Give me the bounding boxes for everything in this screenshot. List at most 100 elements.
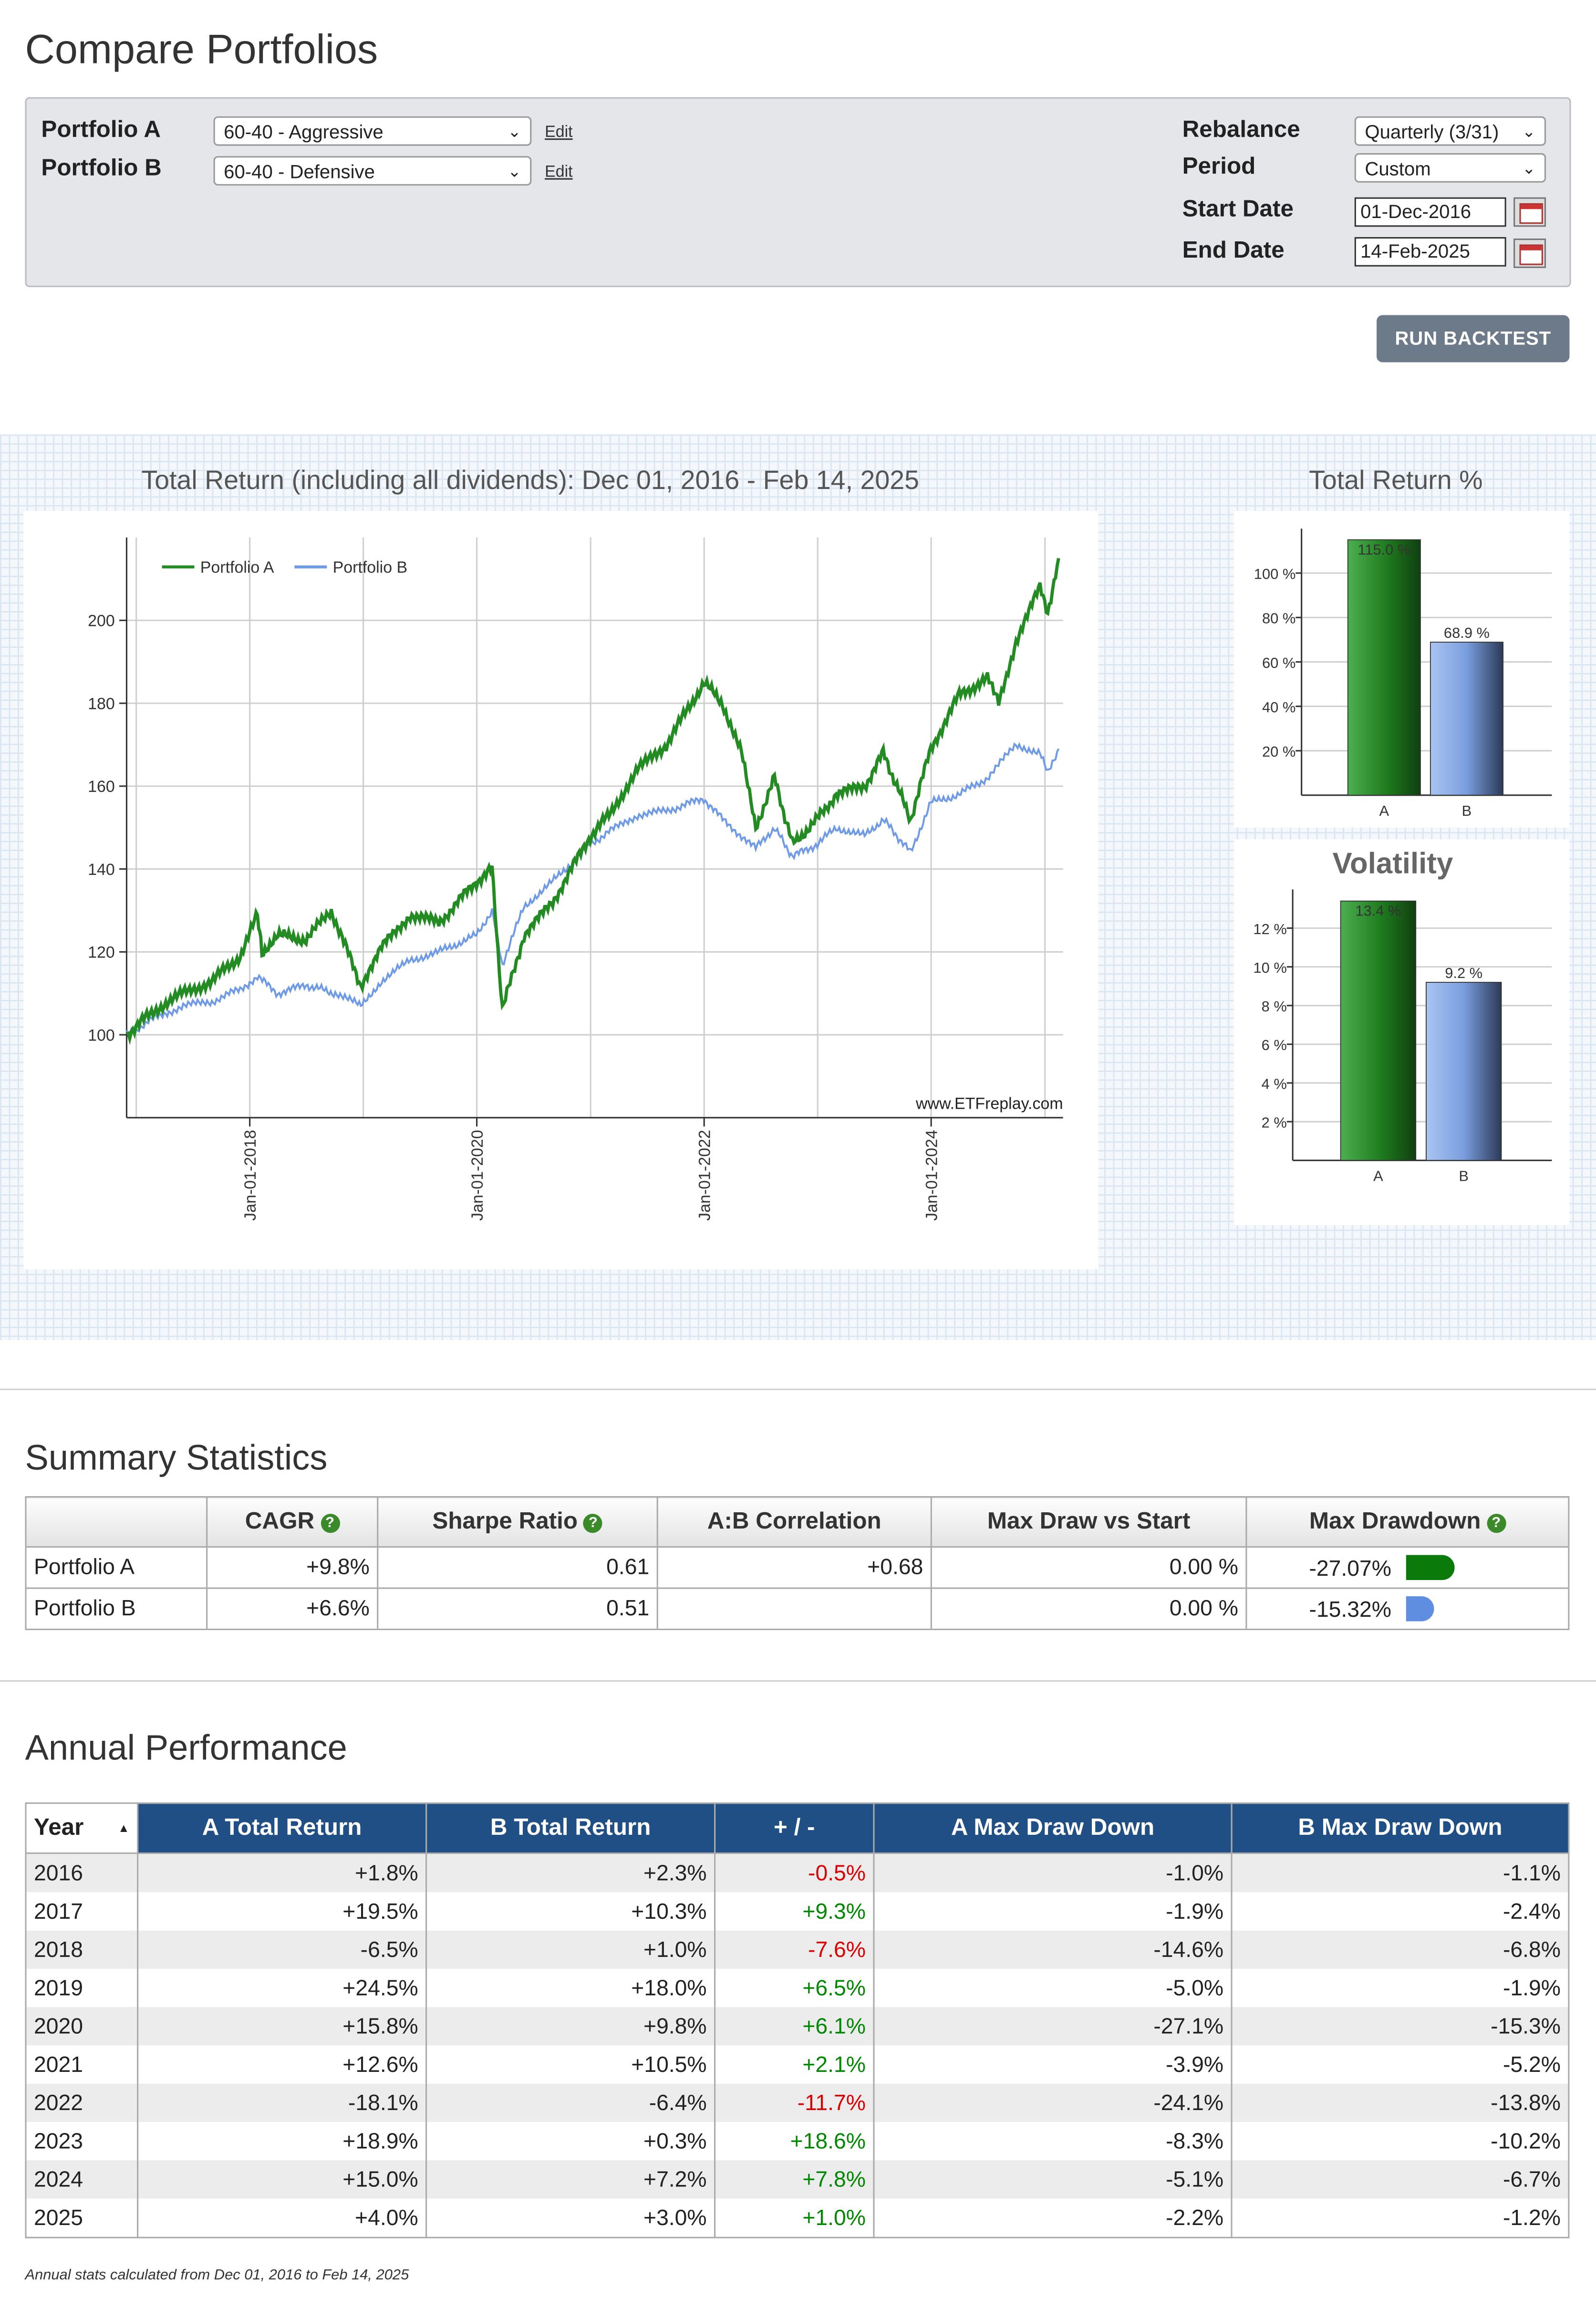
b-max-dd-cell: -5.2% — [1231, 2045, 1570, 2084]
diff-cell: +18.6% — [714, 2122, 875, 2161]
y-tick-label: 12 % — [1253, 921, 1286, 937]
diff-cell: +9.3% — [714, 1892, 875, 1931]
a-max-dd-cell: -2.2% — [873, 2198, 1233, 2238]
portfolio-b-value: 60-40 - Defensive — [224, 160, 375, 183]
a-total-return-cell: -18.1% — [137, 2083, 427, 2122]
year-cell: 2025 — [25, 2198, 139, 2238]
rebalance-select[interactable]: Quarterly (3/31) ⌄ — [1354, 116, 1546, 146]
drawdown-bar — [1406, 1554, 1455, 1580]
watermark: www.ETFreplay.com — [915, 1094, 1063, 1113]
b-total-return-cell: +2.3% — [425, 1853, 716, 1893]
annual-row: 2023 +18.9% +0.3% +18.6% -8.3% -10.2% — [25, 2122, 1570, 2161]
summary-row: Portfolio B +6.6% 0.51 0.00 % -15.32% — [25, 1587, 1570, 1630]
period-select[interactable]: Custom ⌄ — [1354, 153, 1546, 183]
a-total-return-cell: +1.8% — [137, 1853, 427, 1893]
a-total-return-cell: +4.0% — [137, 2198, 427, 2238]
bar-a — [1340, 900, 1417, 1161]
edit-portfolio-b-link[interactable]: Edit — [545, 163, 573, 181]
annual-header-a-total-return[interactable]: A Total Return — [137, 1802, 427, 1854]
correlation-value — [656, 1587, 932, 1630]
end-date-label: End Date — [1182, 239, 1285, 264]
b-max-dd-cell: -1.1% — [1231, 1853, 1570, 1893]
summary-header-cagr: CAGR? — [206, 1496, 379, 1548]
year-cell: 2024 — [25, 2160, 139, 2199]
max-draw-vs-start-value: 0.00 % — [930, 1587, 1247, 1630]
summary-title: Summary Statistics — [25, 1438, 328, 1479]
annual-row: 2024 +15.0% +7.2% +7.8% -5.1% -6.7% — [25, 2160, 1570, 2199]
x-category-label: A — [1373, 1168, 1383, 1185]
edit-portfolio-a-link[interactable]: Edit — [545, 124, 573, 142]
max-drawdown-value: -15.32% — [1309, 1597, 1391, 1622]
summary-header-correlation: A:B Correlation — [656, 1496, 932, 1548]
calendar-icon — [1519, 203, 1543, 224]
diff-cell: +6.5% — [714, 1968, 875, 2007]
annual-header-b-max-dd[interactable]: B Max Draw Down — [1231, 1802, 1570, 1854]
help-icon[interactable]: ? — [583, 1513, 603, 1532]
x-tick-label: Jan-01-2020 — [468, 1130, 487, 1221]
y-tick-label: 100 % — [1254, 566, 1296, 582]
a-max-dd-cell: -24.1% — [873, 2083, 1233, 2122]
bar-value-label: 115.0 % — [1358, 541, 1410, 558]
a-max-dd-cell: -1.0% — [873, 1853, 1233, 1893]
y-tick-label: 180 — [88, 695, 115, 713]
summary-header-sharpe: Sharpe Ratio? — [377, 1496, 658, 1548]
page-title: Compare Portfolios — [25, 26, 378, 73]
portfolio-a-label: Portfolio A — [41, 117, 161, 143]
portfolio-b-line — [125, 742, 1060, 1035]
annual-performance-table: Year ▲ A Total Return B Total Return + / … — [25, 1802, 1570, 2238]
b-total-return-cell: +7.2% — [425, 2160, 716, 2199]
annual-row: 2020 +15.8% +9.8% +6.1% -27.1% -15.3% — [25, 2007, 1570, 2046]
main-chart-title: Total Return (including all dividends): … — [141, 465, 920, 495]
legend-label: Portfolio B — [333, 559, 408, 577]
a-max-dd-cell: -27.1% — [873, 2007, 1233, 2046]
portfolio-b-select[interactable]: 60-40 - Defensive ⌄ — [213, 156, 532, 186]
volatility-bar-chart: 2 % 4 % 6 % 8 % 10 % 12 % 13.4 % A 9.2 % B — [1253, 889, 1552, 1185]
volatility-bar-container: Volatility 2 % 4 % 6 % 8 % 10 % 12 % 13.4 % A 9.… — [1233, 839, 1570, 1226]
y-tick-label: 8 % — [1262, 998, 1287, 1015]
rebalance-label: Rebalance — [1182, 117, 1300, 143]
year-cell: 2023 — [25, 2122, 139, 2161]
annual-header-a-max-dd[interactable]: A Max Draw Down — [873, 1802, 1233, 1854]
y-tick-label: 60 % — [1262, 655, 1295, 671]
end-date-calendar-button[interactable] — [1513, 239, 1546, 268]
run-backtest-button[interactable]: RUN BACKTEST — [1377, 315, 1570, 363]
diff-cell: -11.7% — [714, 2083, 875, 2122]
year-cell: 2022 — [25, 2083, 139, 2122]
x-tick-label: Jan-01-2018 — [241, 1130, 259, 1221]
annual-header-year[interactable]: Year ▲ — [25, 1802, 139, 1854]
b-total-return-cell: +3.0% — [425, 2198, 716, 2238]
portfolio-a-value: 60-40 - Aggressive — [224, 121, 383, 143]
calendar-icon — [1519, 244, 1543, 265]
start-date-input[interactable]: 01-Dec-2016 — [1354, 197, 1506, 227]
bar-value-label: 9.2 % — [1445, 965, 1482, 981]
portfolio-a-select[interactable]: 60-40 - Aggressive ⌄ — [213, 116, 532, 146]
annual-row: 2019 +24.5% +18.0% +6.5% -5.0% -1.9% — [25, 1968, 1570, 2007]
annual-header-b-total-return[interactable]: B Total Return — [425, 1802, 716, 1854]
x-category-label: B — [1462, 802, 1472, 819]
bar-value-label: 68.9 % — [1444, 624, 1490, 641]
period-value: Custom — [1365, 157, 1431, 180]
summary-table: CAGR? Sharpe Ratio? A:B Correlation Max … — [25, 1496, 1570, 1630]
diff-cell: +2.1% — [714, 2045, 875, 2084]
total-return-chart-title: Total Return % — [1309, 465, 1483, 495]
portfolio-name: Portfolio B — [25, 1587, 208, 1630]
sharpe-value: 0.61 — [377, 1546, 658, 1589]
b-total-return-cell: +18.0% — [425, 1968, 716, 2007]
b-max-dd-cell: -6.8% — [1231, 1930, 1570, 1969]
portfolio-b-label: Portfolio B — [41, 156, 162, 181]
y-tick-label: 140 — [88, 861, 115, 879]
y-tick-label: 2 % — [1262, 1114, 1287, 1131]
help-icon[interactable]: ? — [320, 1513, 340, 1532]
a-total-return-cell: +18.9% — [137, 2122, 427, 2161]
help-icon[interactable]: ? — [1486, 1513, 1506, 1532]
annual-row: 2018 -6.5% +1.0% -7.6% -14.6% -6.8% — [25, 1930, 1570, 1969]
year-cell: 2017 — [25, 1892, 139, 1931]
diff-cell: -7.6% — [714, 1930, 875, 1969]
start-date-calendar-button[interactable] — [1513, 197, 1546, 227]
b-max-dd-cell: -6.7% — [1231, 2160, 1570, 2199]
end-date-input[interactable]: 14-Feb-2025 — [1354, 237, 1506, 267]
year-cell: 2021 — [25, 2045, 139, 2084]
a-total-return-cell: -6.5% — [137, 1930, 427, 1969]
header-label: Max Drawdown — [1309, 1508, 1481, 1534]
annual-header-diff[interactable]: + / - — [714, 1802, 875, 1854]
